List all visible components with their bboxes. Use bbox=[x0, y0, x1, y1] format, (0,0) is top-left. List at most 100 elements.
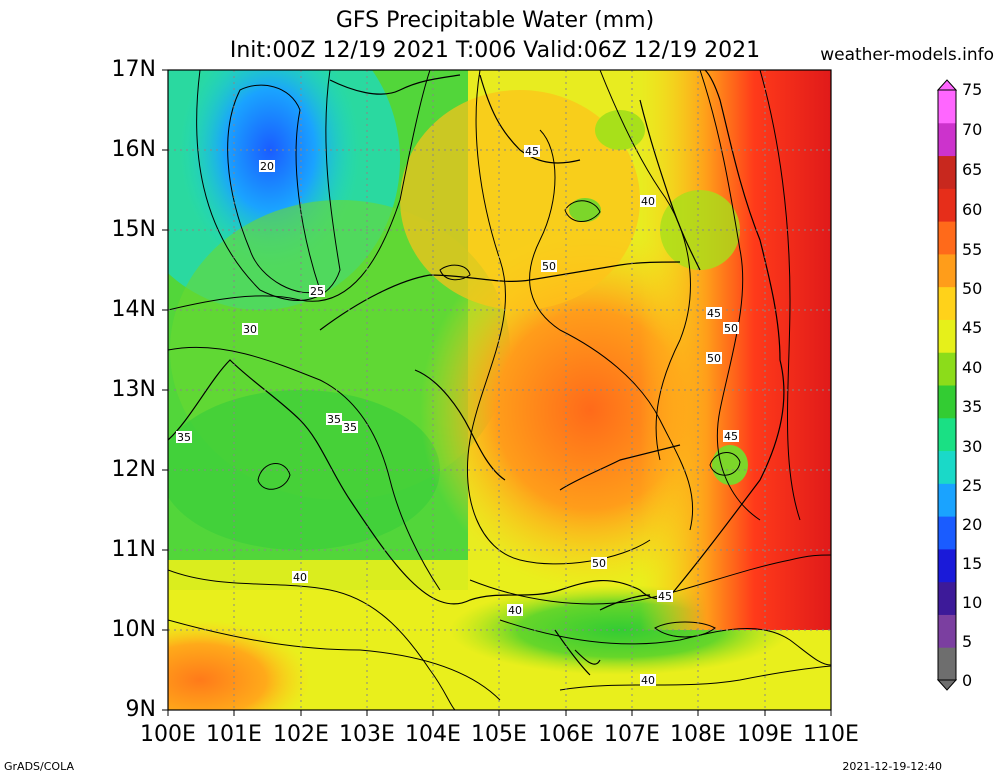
colorbar-swatch bbox=[938, 581, 956, 615]
lon-label: 108E bbox=[670, 722, 726, 747]
lat-label: 9N bbox=[125, 697, 156, 722]
lat-label: 14N bbox=[111, 297, 156, 322]
contour-label: 45 bbox=[524, 145, 540, 158]
colorbar-swatch bbox=[938, 483, 956, 517]
colorbar-label: 65 bbox=[962, 160, 983, 179]
svg-text:45: 45 bbox=[707, 307, 721, 320]
colorbar-swatch bbox=[938, 286, 956, 320]
contour-label: 50 bbox=[723, 322, 739, 335]
colorbar-swatch bbox=[938, 352, 956, 386]
colorbar-label: 50 bbox=[962, 279, 983, 298]
lat-label: 16N bbox=[111, 137, 156, 162]
chart-subtitle: Init:00Z 12/19 2021 T:006 Valid:06Z 12/1… bbox=[229, 38, 761, 63]
svg-text:35: 35 bbox=[327, 413, 341, 426]
svg-text:50: 50 bbox=[707, 352, 721, 365]
contour-label: 40 bbox=[640, 195, 656, 208]
svg-text:50: 50 bbox=[592, 557, 606, 570]
svg-text:35: 35 bbox=[343, 421, 357, 434]
svg-text:45: 45 bbox=[724, 430, 738, 443]
lat-label: 12N bbox=[111, 457, 156, 482]
lon-label: 101E bbox=[206, 722, 262, 747]
contour-label: 45 bbox=[723, 430, 739, 443]
colorbar-swatch bbox=[938, 188, 956, 222]
svg-text:40: 40 bbox=[293, 571, 307, 584]
contour-label: 40 bbox=[292, 571, 308, 584]
colorbar-swatch bbox=[938, 319, 956, 353]
contour-label: 50 bbox=[591, 557, 607, 570]
colorbar-swatch bbox=[938, 155, 956, 189]
site-credit: weather-models.info bbox=[820, 45, 994, 65]
contour-label: 30 bbox=[242, 323, 258, 336]
lat-label: 15N bbox=[111, 217, 156, 242]
colorbar-label: 60 bbox=[962, 200, 983, 219]
lat-label: 13N bbox=[111, 377, 156, 402]
svg-text:45: 45 bbox=[658, 590, 672, 603]
svg-text:50: 50 bbox=[542, 260, 556, 273]
colorbar-label: 70 bbox=[962, 120, 983, 139]
colorbar-swatch bbox=[938, 450, 956, 484]
contour-label: 45 bbox=[657, 590, 673, 603]
contour-label: 35 bbox=[176, 431, 192, 444]
svg-text:40: 40 bbox=[641, 674, 655, 687]
contour-label: 25 bbox=[309, 285, 325, 298]
lon-label: 100E bbox=[140, 722, 196, 747]
colorbar-label: 15 bbox=[962, 554, 983, 573]
svg-text:50: 50 bbox=[724, 322, 738, 335]
colorbar-label: 10 bbox=[962, 593, 983, 612]
colorbar-swatch bbox=[938, 385, 956, 419]
contour-lines bbox=[168, 70, 831, 710]
colorbar-label: 30 bbox=[962, 437, 983, 456]
colorbar-swatch bbox=[938, 253, 956, 288]
colorbar-swatch bbox=[938, 90, 956, 124]
footer-timestamp: 2021-12-19-12:40 bbox=[842, 760, 942, 773]
colorbar-label: 0 bbox=[962, 671, 973, 690]
svg-text:40: 40 bbox=[641, 195, 655, 208]
colorbar-label: 75 bbox=[962, 80, 983, 99]
lon-label: 104E bbox=[405, 722, 461, 747]
svg-text:25: 25 bbox=[310, 285, 324, 298]
colorbar-label: 20 bbox=[962, 515, 983, 534]
contour-label: 40 bbox=[507, 604, 523, 617]
colorbar-swatch bbox=[938, 221, 956, 255]
colorbar-label: 55 bbox=[962, 240, 983, 259]
colorbar-label: 25 bbox=[962, 476, 983, 495]
svg-text:20: 20 bbox=[260, 160, 274, 173]
lat-label: 11N bbox=[111, 537, 156, 562]
lon-label: 110E bbox=[803, 722, 859, 747]
lon-label: 106E bbox=[538, 722, 594, 747]
colorbar-label: 40 bbox=[962, 358, 983, 377]
contour-label: 50 bbox=[541, 260, 557, 273]
lat-label: 17N bbox=[111, 57, 156, 82]
colorbar-swatch bbox=[938, 417, 956, 452]
contour-label: 35 bbox=[326, 413, 342, 426]
coastlines-borders bbox=[168, 70, 785, 676]
lon-label: 102E bbox=[273, 722, 329, 747]
lon-label: 107E bbox=[604, 722, 660, 747]
svg-text:45: 45 bbox=[525, 145, 539, 158]
contour-value-labels: 20 25 30 35 35 35 40 40 40 40 45 45 45 4… bbox=[176, 145, 739, 687]
svg-text:35: 35 bbox=[177, 431, 191, 444]
contour-label: 40 bbox=[640, 674, 656, 687]
colorbar-frame bbox=[937, 89, 957, 681]
colorbar-bottom-arrow bbox=[936, 679, 958, 691]
contour-label: 20 bbox=[259, 160, 275, 173]
axis-ticks bbox=[162, 69, 832, 716]
colorbar-label: 35 bbox=[962, 397, 983, 416]
footer-credit: GrADS/COLA bbox=[4, 760, 74, 773]
colorbar-label: 45 bbox=[962, 318, 983, 337]
lon-label: 109E bbox=[737, 722, 793, 747]
lon-label: 103E bbox=[339, 722, 395, 747]
colorbar-top-arrow bbox=[936, 79, 958, 91]
svg-text:30: 30 bbox=[243, 323, 257, 336]
chart-title: GFS Precipitable Water (mm) bbox=[335, 8, 655, 33]
colorbar-swatch bbox=[938, 548, 956, 583]
colorbar-swatch bbox=[938, 516, 956, 550]
svg-text:40: 40 bbox=[508, 604, 522, 617]
contour-label: 35 bbox=[342, 421, 358, 434]
colorbar bbox=[936, 79, 958, 691]
lat-label: 10N bbox=[111, 617, 156, 642]
colorbar-swatch bbox=[938, 122, 956, 157]
lon-label: 105E bbox=[471, 722, 527, 747]
colorbar-swatch bbox=[938, 647, 956, 681]
